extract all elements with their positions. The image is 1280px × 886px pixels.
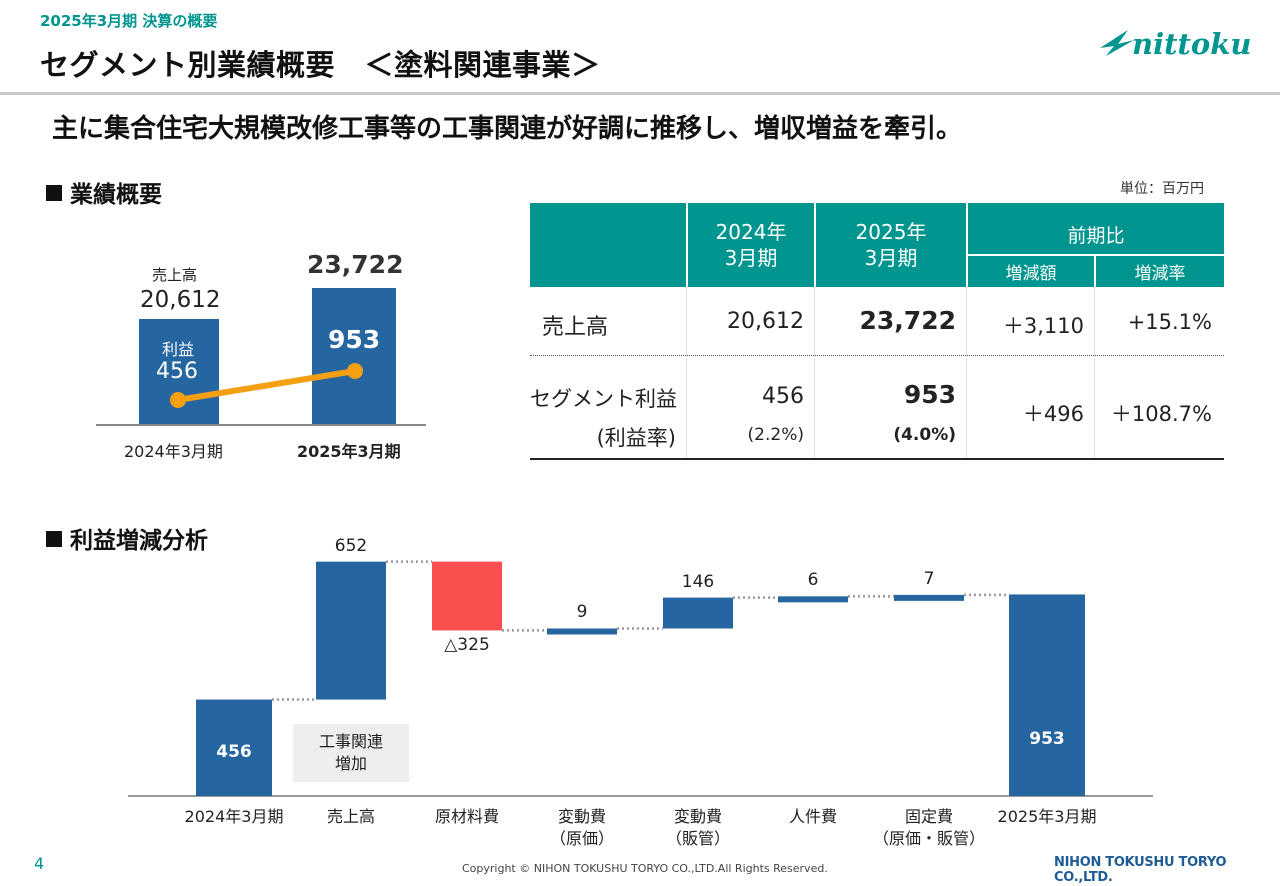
fiscal-period-label: 2025年3月期 決算の概要 bbox=[40, 12, 218, 30]
mini-category-2024: 2024年3月期 bbox=[124, 442, 223, 461]
company-name: NIHON TOKUSHU TORYO CO.,LTD. bbox=[1054, 855, 1227, 885]
waterfall-category-2: 原材料費 bbox=[434, 807, 499, 826]
waterfall-bar-5 bbox=[778, 596, 848, 603]
row-sales-2025: 23,722 bbox=[859, 306, 956, 335]
mini-profit-point-2025 bbox=[347, 363, 363, 379]
mini-sales-value-2025: 23,722 bbox=[307, 250, 404, 279]
page-number: 4 bbox=[34, 854, 45, 873]
row-profit-diff: ＋496 bbox=[1022, 402, 1084, 426]
svg-text:nittoku: nittoku bbox=[1132, 27, 1251, 61]
row-profit-2024: 456 bbox=[762, 384, 804, 409]
waterfall-bar-6 bbox=[894, 594, 964, 601]
waterfall-category-0: 2024年3月期 bbox=[184, 807, 284, 826]
waterfall-value-label-0: 456 bbox=[216, 742, 252, 762]
waterfall-value-label-2: △325 bbox=[444, 635, 490, 656]
waterfall-value-label-6: 7 bbox=[923, 568, 935, 589]
mini-category-2025: 2025年3月期 bbox=[297, 442, 401, 461]
mini-profit-label: 利益 bbox=[162, 340, 195, 359]
sales-annotation-box bbox=[293, 724, 409, 782]
header-2024: 2024年 3月期 bbox=[715, 220, 787, 270]
row-profit-2025-rate: (4.0%) bbox=[893, 425, 956, 445]
mini-profit-line bbox=[170, 363, 363, 408]
row-sales-diff: ＋3,110 bbox=[1002, 314, 1084, 338]
row-profit-sublabel: (利益率) bbox=[596, 426, 676, 450]
waterfall-bar-0 bbox=[196, 699, 272, 796]
waterfall-category-7: 2025年3月期 bbox=[997, 807, 1097, 826]
copyright: Copyright © NIHON TOKUSHU TORYO CO.,LTD.… bbox=[462, 862, 828, 875]
lead-message: 主に集合住宅大規模改修工事等の工事関連が好調に推移し、増収増益を牽引。 bbox=[52, 114, 963, 144]
waterfall-value-label-3: 9 bbox=[576, 602, 588, 623]
results-table: 2024年 3月期 2025年 3月期 前期比 増減額 増減率 売上高 20,6… bbox=[530, 203, 1224, 463]
mini-bar-2025 bbox=[312, 288, 396, 424]
waterfall-category-3: 変動費 （原価） bbox=[549, 807, 614, 848]
header-rate: 増減率 bbox=[1134, 264, 1186, 284]
mini-profit-point-2024 bbox=[170, 392, 186, 408]
company-logo: nittoku bbox=[1098, 24, 1258, 64]
row-profit-rate: ＋108.7% bbox=[1110, 402, 1212, 426]
mini-sales-value-2024: 20,612 bbox=[140, 287, 221, 313]
waterfall-category-4: 変動費 （販管） bbox=[665, 807, 730, 848]
waterfall-category-6: 固定費 （原価・販管） bbox=[872, 807, 985, 848]
page-title: セグメント別業績概要 ＜塗料関連事業＞ bbox=[40, 48, 601, 82]
header-2025: 2025年 3月期 bbox=[855, 220, 927, 270]
mini-sales-label: 売上高 bbox=[152, 266, 198, 284]
waterfall-bar-1 bbox=[316, 561, 386, 700]
waterfall-bar-2 bbox=[432, 561, 502, 631]
header-divider bbox=[0, 92, 1280, 95]
waterfall-bar-7 bbox=[1009, 594, 1085, 796]
row-profit-label: セグメント利益 bbox=[530, 387, 677, 411]
mini-profit-value-2025: 953 bbox=[328, 325, 381, 354]
mini-chart-axis bbox=[96, 424, 426, 426]
row-profit-2024-rate: (2.2%) bbox=[747, 425, 804, 445]
waterfall-value-label-7: 953 bbox=[1029, 729, 1065, 749]
header-comparison: 前期比 bbox=[1067, 225, 1125, 247]
row-sales-label: 売上高 bbox=[542, 315, 609, 340]
waterfall-category-1: 売上高 bbox=[326, 807, 375, 826]
row-sales-2024: 20,612 bbox=[727, 309, 804, 334]
mini-profit-value-2024: 456 bbox=[156, 359, 198, 384]
unit-label: 単位：百万円 bbox=[1120, 181, 1204, 197]
waterfall-value-label-4: 146 bbox=[681, 571, 715, 592]
row-sales-rate: +15.1% bbox=[1127, 310, 1212, 334]
waterfall-bar-4 bbox=[663, 597, 733, 629]
section-heading-results: 業績概要 bbox=[46, 175, 162, 209]
waterfall-value-label-1: 652 bbox=[334, 535, 368, 556]
table-header bbox=[530, 203, 1224, 287]
waterfall-value-label-5: 6 bbox=[807, 570, 819, 591]
waterfall-bar-3 bbox=[547, 628, 617, 635]
row-profit-2025: 953 bbox=[903, 380, 956, 409]
waterfall-category-5: 人件費 bbox=[788, 807, 837, 826]
header-diff: 増減額 bbox=[1005, 264, 1057, 284]
sales-annotation-text: 工事関連 増加 bbox=[318, 732, 383, 773]
section-heading-analysis: 利益増減分析 bbox=[46, 521, 208, 555]
